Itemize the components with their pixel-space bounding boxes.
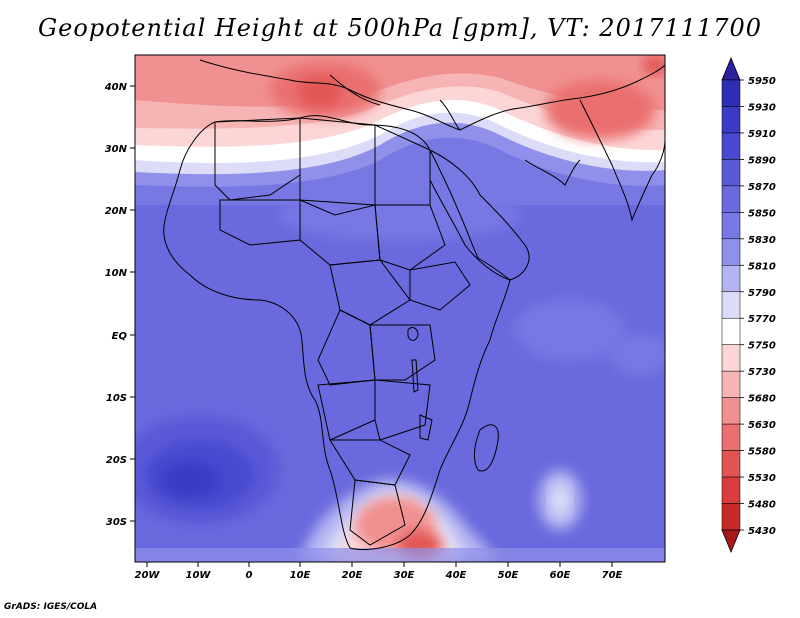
lon-label: 60E	[550, 570, 571, 581]
colorbar-label: 5790	[748, 288, 776, 299]
colorbar-swatch	[721, 79, 741, 107]
colorbar-swatch	[721, 503, 741, 531]
colorbar-swatch	[721, 317, 741, 345]
colorbar-top-arrow	[721, 56, 741, 81]
colorbar-label: 5630	[748, 420, 776, 431]
coastlines	[163, 59, 665, 550]
lat-label: 30S	[106, 517, 127, 528]
height-field	[135, 55, 665, 562]
lon-label: 10W	[186, 570, 212, 581]
colorbar-swatch	[721, 212, 741, 240]
colorbar-swatch	[721, 476, 741, 504]
colorbar-bottom-arrow	[721, 529, 741, 554]
colorbar-label: 5750	[748, 341, 776, 352]
colorbar-label: 5430	[748, 526, 776, 537]
lat-label: 40N	[104, 82, 128, 93]
lat-label: 20N	[105, 206, 128, 217]
lat-label: 30N	[105, 144, 128, 155]
lon-label: 20E	[342, 570, 363, 581]
axis-ticks: 20W 10W 0 10E 20E 30E 40E 50E 60E 70E 40N 30N 20N 10N…	[104, 82, 623, 581]
colorbar-swatch	[721, 238, 741, 266]
colorbar-swatch	[721, 423, 741, 451]
lon-label: 30E	[394, 570, 415, 581]
colorbar-label: 5680	[748, 394, 776, 405]
colorbar-swatch	[721, 106, 741, 134]
lon-label: 20W	[135, 570, 161, 581]
colorbar-swatch	[721, 397, 741, 425]
map-title: Geopotential Height at 500hPa [gpm], VT:…	[38, 14, 762, 42]
colorbar-swatch	[721, 265, 741, 293]
colorbar-label: 5850	[748, 208, 776, 219]
map-frame	[134, 54, 666, 563]
lon-label: 70E	[602, 570, 623, 581]
colorbar-swatch	[721, 370, 741, 398]
colorbar-label: 5910	[748, 129, 776, 140]
lat-label: EQ	[112, 331, 128, 342]
colorbar: 5950 5930 5910 5890 5870 5850 5830 5810 5790 5770…	[721, 56, 776, 554]
grads-credit: GrADS: IGES/COLA	[4, 602, 98, 612]
colorbar-swatch	[721, 344, 741, 372]
colorbar-label: 5950	[748, 76, 776, 87]
lon-label: 50E	[498, 570, 519, 581]
colorbar-label: 5730	[748, 367, 776, 378]
lat-label: 10S	[106, 393, 127, 404]
lat-label: 20S	[106, 455, 127, 466]
colorbar-swatch	[721, 291, 741, 319]
colorbar-label: 5930	[748, 102, 776, 113]
colorbar-label: 5580	[748, 447, 776, 458]
colorbar-swatch	[721, 450, 741, 478]
colorbar-label: 5480	[748, 500, 776, 511]
colorbar-swatch	[721, 132, 741, 160]
colorbar-label: 5830	[748, 235, 776, 246]
colorbar-swatch	[721, 185, 741, 213]
lat-label: 10N	[105, 268, 128, 279]
lon-label: 40E	[445, 570, 467, 581]
colorbar-label: 5870	[748, 182, 776, 193]
colorbar-label: 5810	[748, 261, 776, 272]
colorbar-label: 5530	[748, 473, 776, 484]
lon-label: 0	[246, 570, 253, 581]
colorbar-label: 5770	[748, 314, 776, 325]
colorbar-label: 5890	[748, 155, 776, 166]
colorbar-swatch	[721, 159, 741, 187]
lon-label: 10E	[290, 570, 311, 581]
